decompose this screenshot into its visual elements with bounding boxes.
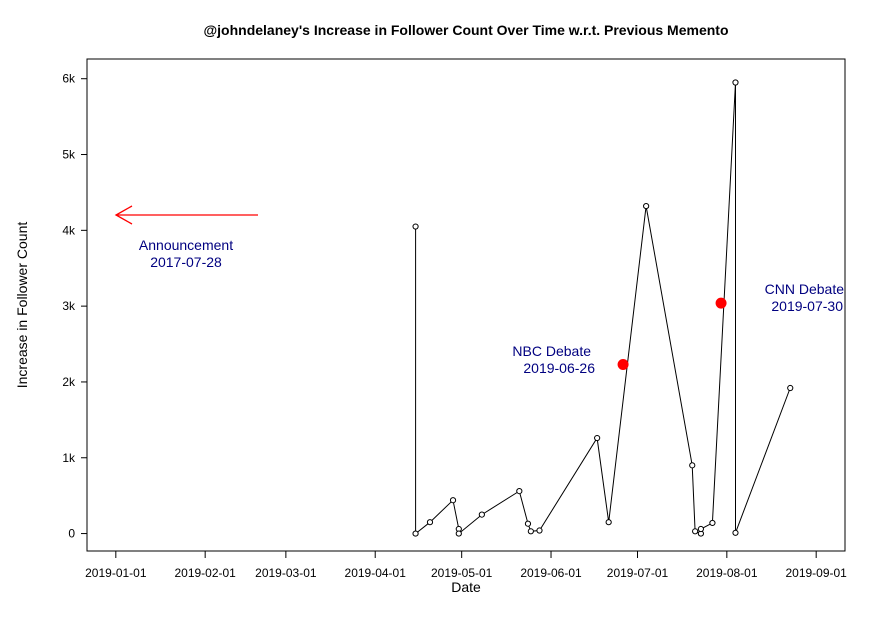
x-tick-label: 2019-01-01 [85,566,147,580]
y-tick-label: 4k [62,223,76,237]
x-axis: 2019-01-01 2019-02-01 2019-03-01 2019-04-01… [85,551,847,580]
y-tick-label: 2k [62,375,76,389]
y-tick-label: 1k [62,451,76,465]
annotation-nbc-date: 2019-06-26 [523,360,595,376]
data-point [478,511,485,518]
data-point [524,520,532,527]
y-tick-label: 3k [62,299,76,313]
data-point [709,519,716,527]
data-point [426,519,434,526]
y-tick-label: 5k [62,148,76,162]
annotation-cnn-label: CNN Debate [765,281,845,297]
x-tick-label: 2019-02-01 [174,566,236,580]
data-point [516,488,523,495]
x-tick-label: 2019-05-01 [431,566,493,580]
data-point [732,529,739,536]
data-point [697,525,704,533]
x-tick-label: 2019-09-01 [785,566,847,580]
nbc-debate-annotation: NBC Debate 2019-06-26 [512,343,595,376]
series-line [415,82,791,535]
y-axis: 0 1k 2k 3k 4k 5k 6k [62,72,87,541]
data-point [689,462,696,469]
chart-title: @johndelaney's Increase in Follower Coun… [204,22,729,38]
plot-frame [86,58,846,552]
announcement-arrow-head [114,205,133,225]
annotation-announcement-label: Announcement [139,237,233,253]
x-tick-label: 2019-03-01 [255,566,317,580]
data-point [732,79,739,86]
y-tick-label: 0 [68,527,75,541]
y-axis-label: Increase in Follower Count [14,222,30,389]
data-point [536,527,543,534]
data-point [605,519,612,526]
x-tick-label: 2019-07-01 [607,566,669,580]
series-layer [412,79,794,537]
data-point [412,530,419,537]
highlight-layer [617,297,727,371]
announcement-arrow [114,205,258,225]
x-tick-label: 2019-06-01 [520,566,582,580]
data-point [455,530,462,537]
data-point [643,202,650,210]
data-point [412,223,419,230]
annotation-cnn-date: 2019-07-30 [771,298,843,314]
data-point [692,528,699,535]
x-tick-label: 2019-08-01 [696,566,758,580]
data-point [594,434,601,442]
data-point [449,497,457,504]
announcement-annotation: Announcement 2017-07-28 [114,205,258,270]
highlight-point [715,297,727,309]
annotation-announcement-date: 2017-07-28 [150,254,222,270]
y-tick-label: 6k [62,72,76,86]
cnn-debate-annotation: CNN Debate 2019-07-30 [765,281,845,314]
annotation-nbc-label: NBC Debate [512,343,591,359]
data-point [787,384,794,392]
x-axis-label: Date [451,579,481,595]
data-point [527,528,534,535]
x-tick-label: 2019-04-01 [345,566,407,580]
highlight-point [617,359,629,371]
